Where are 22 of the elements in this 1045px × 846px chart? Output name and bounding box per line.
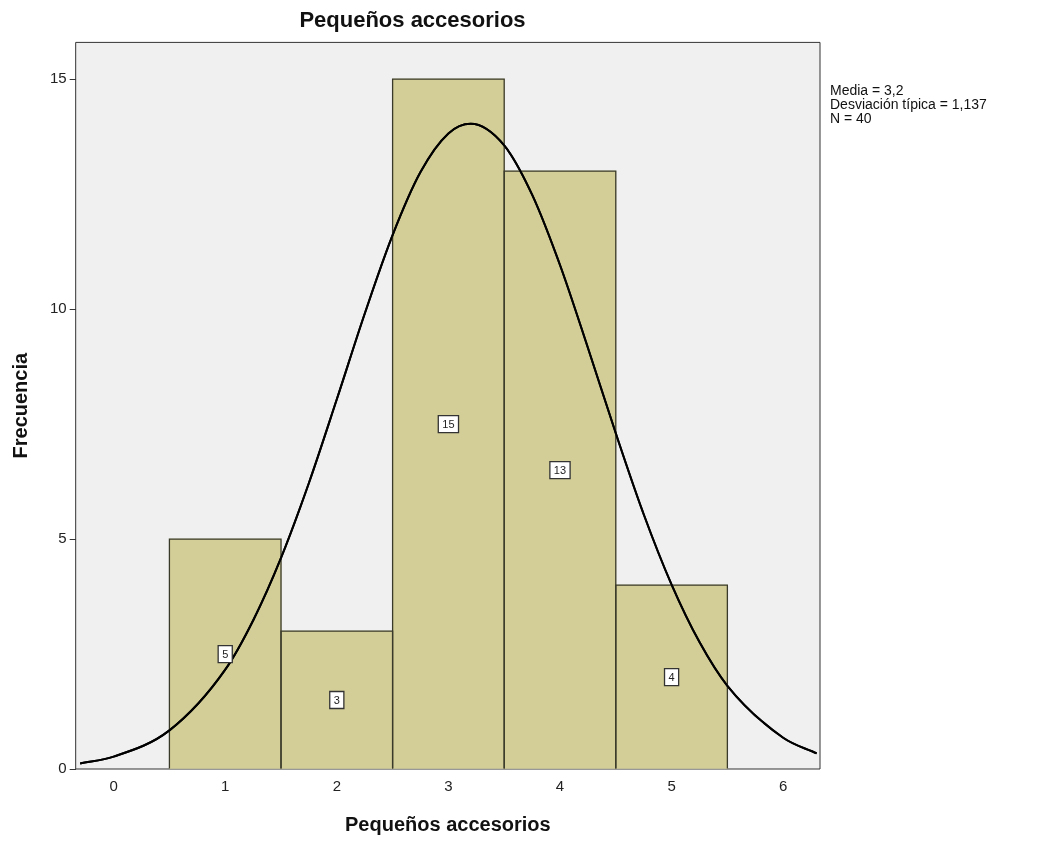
x-tick-label: 3 [444, 777, 453, 795]
y-tick-label: 15 [50, 69, 67, 87]
text: Media = 3,2 [830, 82, 904, 99]
x-tick-label: 0 [109, 777, 118, 795]
data-label: 5 [222, 648, 229, 661]
x-tick-label: 6 [779, 777, 788, 795]
x-tick-label: 1 [221, 777, 230, 795]
data-label: 4 [668, 671, 675, 684]
y-tick-label: 5 [58, 529, 67, 547]
y-tick-label: 0 [58, 759, 67, 777]
data-label: 15 [442, 418, 455, 431]
x-tick-label: 2 [332, 777, 341, 795]
text: N = 40 [830, 110, 872, 127]
chart-title: Pequeños accesorios [299, 7, 526, 33]
x-tick-label: 4 [555, 777, 565, 795]
y-tick-label: 10 [50, 299, 67, 317]
x-tick-label: 5 [667, 777, 676, 795]
data-label: 3 [333, 694, 340, 707]
text: Desviación típica = 1,137 [830, 96, 988, 113]
data-label: 13 [553, 464, 567, 477]
y-axis-title: Frecuencia [8, 352, 31, 459]
x-axis-title: Pequeños accesorios [345, 812, 551, 835]
